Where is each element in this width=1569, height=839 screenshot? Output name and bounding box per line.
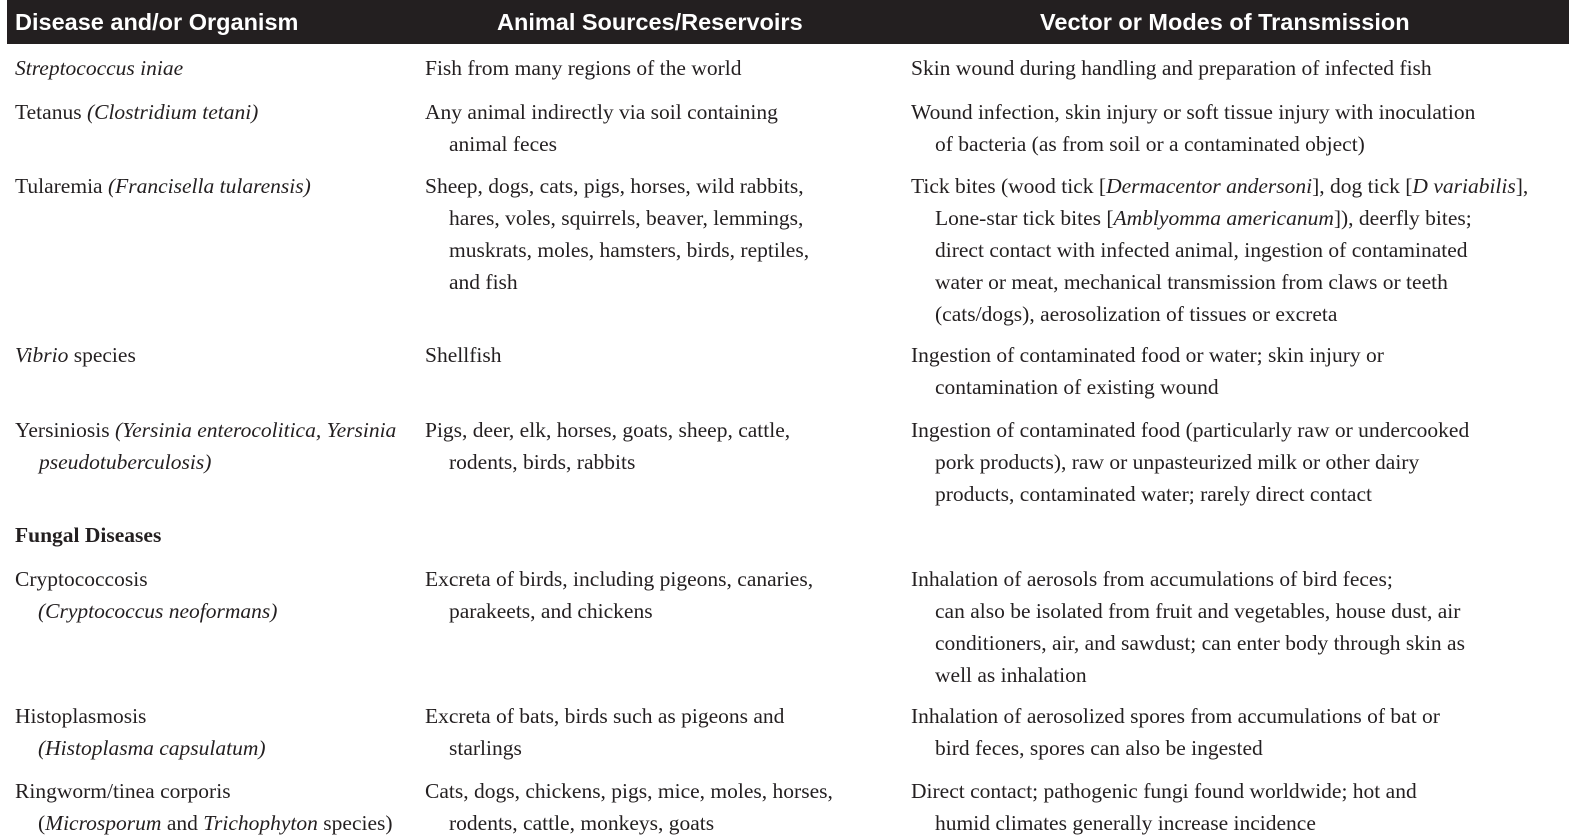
organism-name: (Cryptococcus neoformans) (38, 599, 278, 623)
organism-name: (Clostridium tetani) (86, 100, 259, 124)
transmission-cell: Ingestion of contaminated food (particul… (911, 418, 1470, 506)
transmission-cell: Wound infection, skin injury or soft tis… (911, 100, 1476, 156)
transmission-cell: Inhalation of aerosols from accumulation… (911, 567, 1465, 687)
sources-cell: Any animal indirectly via soil containin… (425, 100, 778, 156)
disease-cell: Streptococcus iniae (15, 52, 183, 84)
disease-cell: Tetanus (Clostridium tetani) (15, 100, 259, 124)
sources-cell: Shellfish (425, 343, 502, 367)
tick-species: Dermacentor andersoni (1106, 174, 1313, 198)
sources-cell: Fish from many regions of the world (425, 56, 742, 80)
disease-cell: Vibrio species (15, 343, 136, 367)
transmission-cell: Tick bites (wood tick [Dermacentor ander… (911, 174, 1529, 326)
table-header: Disease and/or Organism Animal Sources/R… (7, 0, 1569, 44)
header-disease: Disease and/or Organism (15, 9, 299, 35)
transmission-cell: Ingestion of contaminated food or water;… (911, 343, 1384, 399)
tick-species: Amblyomma americanum (1113, 206, 1334, 230)
disease-cell: Tularemia (Francisella tularensis) (15, 174, 311, 198)
sources-cell: Pigs, deer, elk, horses, goats, sheep, c… (425, 418, 791, 474)
disease-cell: Yersiniosis (Yersinia enterocolitica, Ye… (15, 418, 397, 474)
sources-cell: Sheep, dogs, cats, pigs, horses, wild ra… (425, 174, 810, 294)
organism-name: Vibrio (15, 343, 69, 367)
transmission-cell: Skin wound during handling and preparati… (911, 56, 1432, 80)
disease-cell: Histoplasmosis (Histoplasma capsulatum) (15, 704, 266, 760)
section-title-fungal: Fungal Diseases (15, 523, 162, 547)
sources-cell: Excreta of bats, birds such as pigeons a… (425, 704, 785, 760)
disease-cell: Cryptococcosis (Cryptococcus neoformans) (15, 567, 278, 623)
tick-species: D variabilis (1412, 174, 1516, 198)
transmission-cell: Direct contact; pathogenic fungi found w… (911, 779, 1417, 835)
sources-cell: Excreta of birds, including pigeons, can… (425, 567, 814, 623)
header-sources: Animal Sources/Reservoirs (497, 9, 803, 35)
organism-name: (Yersinia enterocolitica, Yersinia (114, 418, 397, 442)
header-transmission: Vector or Modes of Transmission (1040, 9, 1410, 35)
disease-cell: Ringworm/tinea corporis (Microsporum and… (15, 779, 393, 835)
organism-name: Streptococcus iniae (15, 56, 184, 80)
organism-name: Microsporum (45, 811, 162, 835)
organism-name: pseudotuberculosis) (39, 450, 212, 474)
organism-name: Trichophyton (203, 811, 318, 835)
organism-name: (Francisella tularensis) (107, 174, 311, 198)
sources-cell: Cats, dogs, chickens, pigs, mice, moles,… (425, 779, 833, 835)
transmission-cell: Inhalation of aerosolized spores from ac… (911, 704, 1440, 760)
organism-name: (Histoplasma capsulatum) (38, 736, 266, 760)
